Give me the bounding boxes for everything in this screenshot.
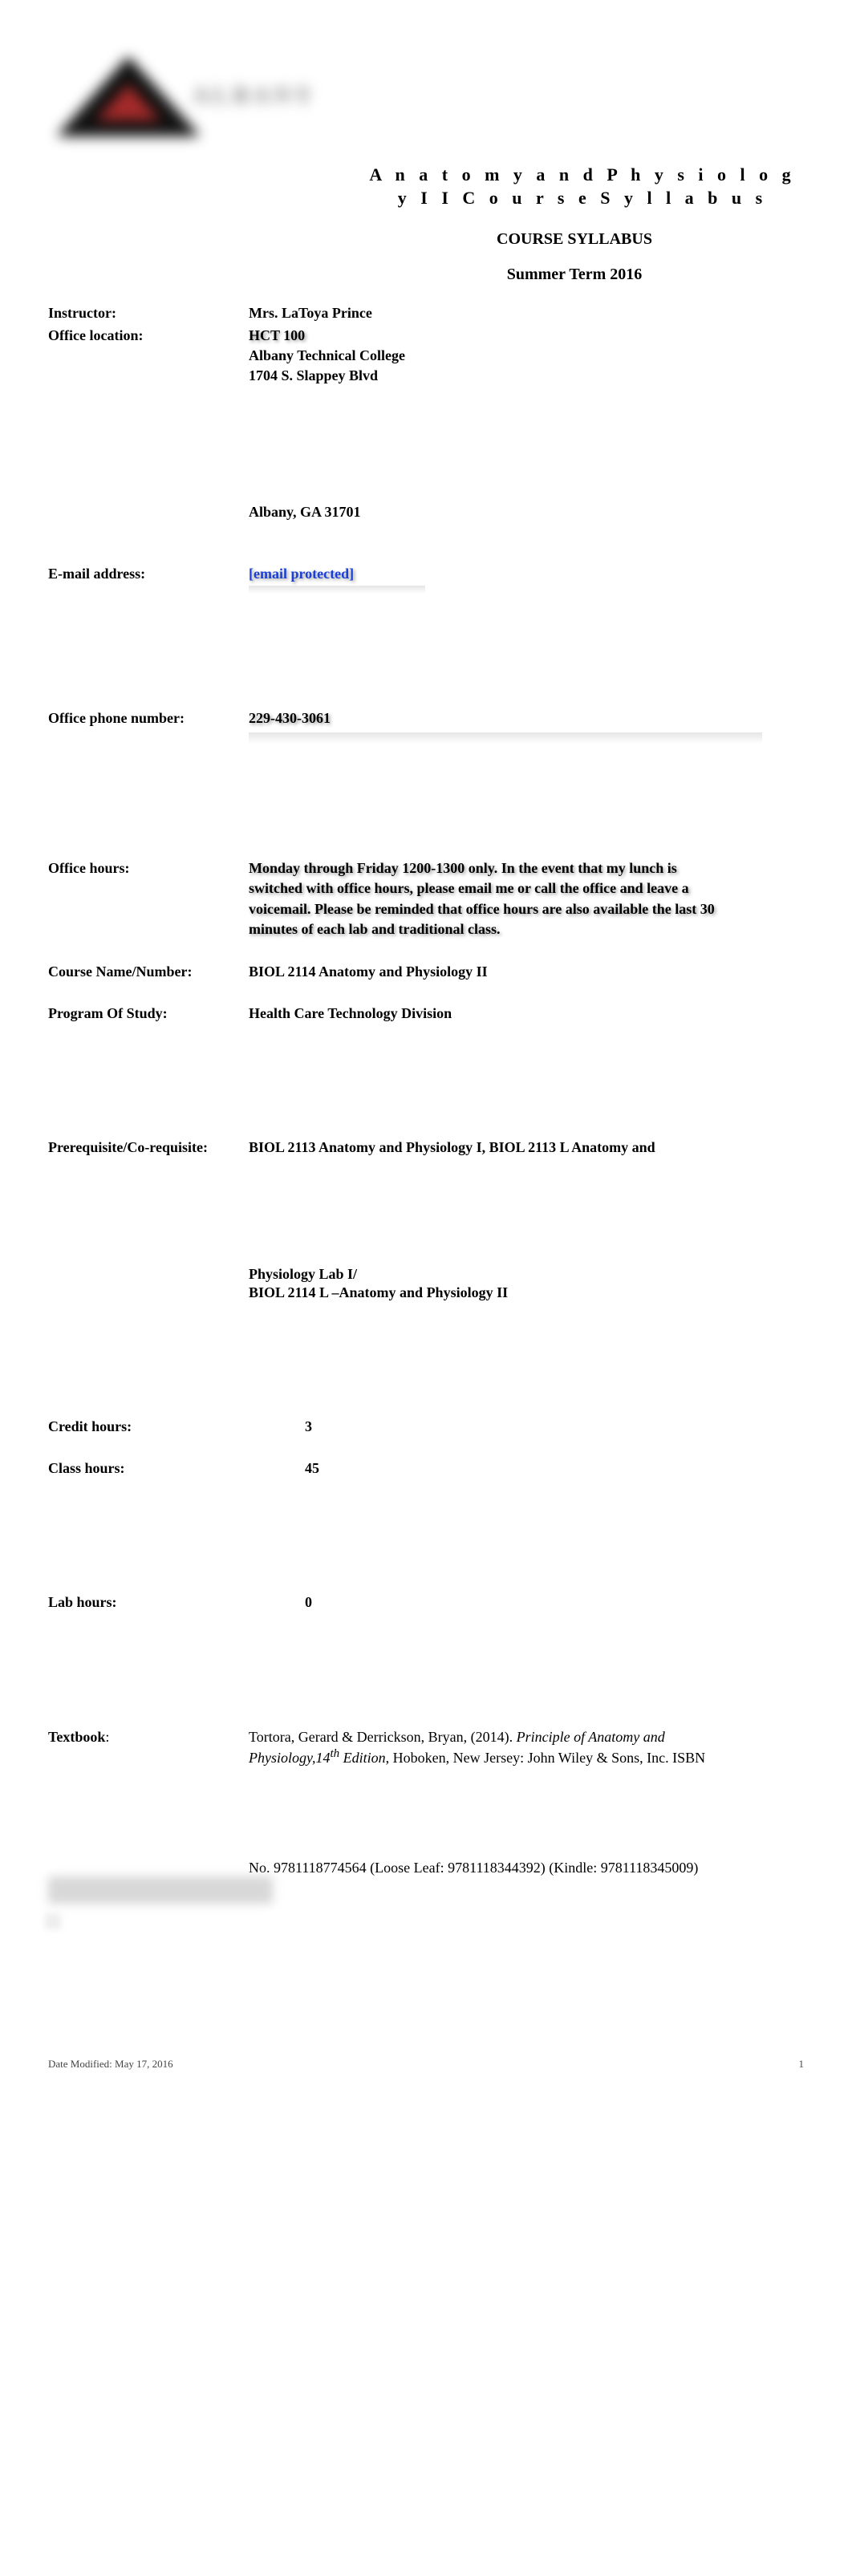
course-value: BIOL 2114 Anatomy and Physiology II: [249, 963, 804, 981]
class-hours-label: Class hours:: [48, 1459, 249, 1478]
office-location-city: Albany, GA 31701: [249, 503, 804, 521]
credit-hours-label: Credit hours:: [48, 1418, 249, 1436]
textbook-label: Textbook:: [48, 1728, 249, 1768]
textbook-value: Tortora, Gerard & Derrickson, Bryan, (20…: [249, 1728, 804, 1768]
office-hours-line: Monday through Friday 1200-1300 only. In…: [249, 859, 804, 878]
term-heading: Summer Term 2016: [345, 264, 804, 285]
email-value: [email protected]: [249, 565, 804, 593]
instructor-name: Mrs. LaToya Prince: [249, 304, 804, 323]
logo-mark: [48, 52, 209, 140]
email-link[interactable]: [email protected]: [249, 566, 354, 582]
office-hours-line: voicemail. Please be reminded that offic…: [249, 900, 804, 919]
lab-hours-value: 0: [249, 1593, 804, 1612]
office-hours-line: minutes of each lab and traditional clas…: [249, 920, 804, 939]
program-label: Program Of Study:: [48, 1004, 249, 1023]
office-location-line: 1704 S. Slappey Blvd: [249, 367, 804, 385]
page-title: A n a t o m y a n d P h y s i o l o g y …: [361, 164, 804, 209]
textbook-title-part2b: Edition: [339, 1750, 386, 1766]
prereq-line-3: BIOL 2114 L –Anatomy and Physiology II: [249, 1284, 804, 1302]
page-footer: Date Modified: May 17, 2016 1: [48, 2058, 804, 2071]
lab-hours-label: Lab hours:: [48, 1593, 249, 1612]
textbook-isbn: No. 9781118774564 (Loose Leaf: 978111834…: [249, 1859, 804, 1877]
course-label: Course Name/Number:: [48, 963, 249, 981]
office-location-line: Albany Technical College: [249, 347, 804, 365]
footer-date: Date Modified: May 17, 2016: [48, 2058, 173, 2071]
office-hours-value: Monday through Friday 1200-1300 only. In…: [249, 859, 804, 941]
office-location-label: Office location:: [48, 327, 249, 387]
textbook-publisher: , Hoboken, New Jersey: John Wiley & Sons…: [386, 1750, 705, 1766]
textbook-edition-sup: th: [331, 1747, 340, 1760]
phone-value: 229-430-3061: [249, 710, 331, 726]
instructor-label: Instructor:: [48, 304, 249, 323]
prereq-label: Prerequisite/Co-requisite:: [48, 1138, 249, 1157]
office-hours-label: Office hours:: [48, 859, 249, 941]
redacted-bar: [48, 1876, 273, 1904]
course-syllabus-heading: COURSE SYLLABUS: [345, 229, 804, 249]
textbook-authors: Tortora, Gerard & Derrickson, Bryan, (20…: [249, 1729, 517, 1745]
prereq-line-1: BIOL 2113 Anatomy and Physiology I, BIOL…: [249, 1138, 804, 1157]
office-location-line: HCT 100: [249, 327, 804, 345]
phone-block: 229-430-3061: [249, 709, 804, 744]
textbook-title-part1: Principle of Anatomy and: [517, 1729, 665, 1745]
textbook-title-part2a: Physiology,14: [249, 1750, 331, 1766]
email-label: E-mail address:: [48, 565, 249, 593]
office-location-value: HCT 100 Albany Technical College 1704 S.…: [249, 327, 804, 387]
credit-hours-value: 3: [249, 1418, 804, 1436]
logo-text: ALBANY: [193, 82, 316, 111]
class-hours-value: 45: [249, 1459, 804, 1478]
footer-page-number: 1: [799, 2058, 805, 2071]
redacted-small: [45, 1913, 61, 1929]
phone-label: Office phone number:: [48, 709, 249, 744]
prereq-line-2: Physiology Lab I/: [249, 1265, 804, 1284]
program-value: Health Care Technology Division: [249, 1004, 804, 1023]
office-hours-line: switched with office hours, please email…: [249, 879, 804, 898]
logo-area: ALBANY: [48, 48, 353, 144]
